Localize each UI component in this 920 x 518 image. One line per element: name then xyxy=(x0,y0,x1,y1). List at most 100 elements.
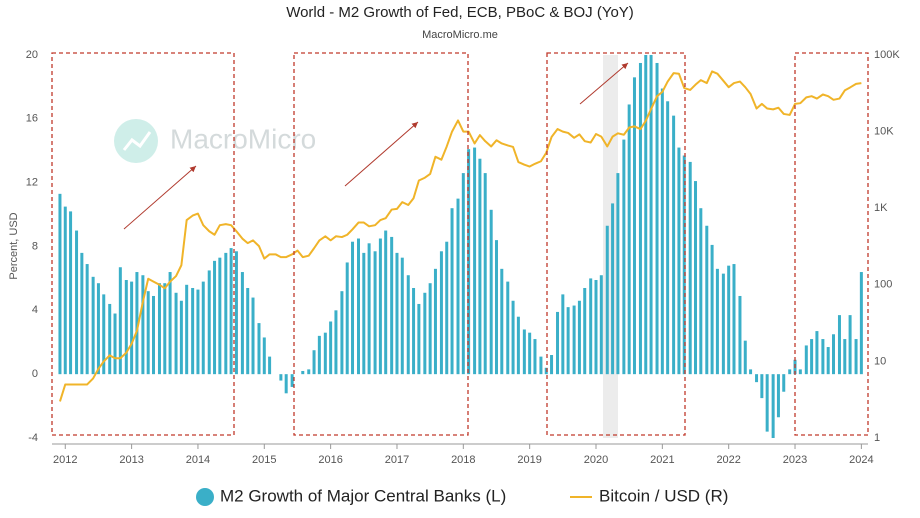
bar xyxy=(456,198,460,375)
y-tick-label: 8 xyxy=(32,240,38,252)
bar xyxy=(191,287,195,375)
bar xyxy=(710,244,714,375)
bar xyxy=(58,193,62,375)
bar xyxy=(859,272,863,375)
bar xyxy=(616,173,620,375)
bar xyxy=(85,264,89,375)
plot-area: -4 0 4 8 12 16 20 1 10 100 1K 10K 100K 2012 2013 2014 20… xyxy=(26,49,901,466)
bar xyxy=(672,115,676,375)
x-tick-label: 2015 xyxy=(252,454,276,466)
bar xyxy=(644,55,648,375)
line xyxy=(59,70,862,402)
bar xyxy=(738,295,742,375)
bar xyxy=(417,303,421,375)
bar xyxy=(782,374,786,392)
bar xyxy=(163,283,167,375)
bar xyxy=(655,62,659,375)
bar xyxy=(91,276,95,375)
y-tick-label: -4 xyxy=(28,432,38,444)
bar xyxy=(533,339,537,375)
bar xyxy=(433,268,437,375)
bar xyxy=(152,295,156,375)
bar xyxy=(412,287,416,375)
bar xyxy=(157,283,161,375)
bar xyxy=(317,335,321,375)
bar xyxy=(483,173,487,375)
bar xyxy=(461,173,465,375)
bar xyxy=(251,297,255,375)
bar xyxy=(627,104,631,375)
bar xyxy=(406,275,410,375)
bar xyxy=(566,307,570,375)
y-tick-label: 20 xyxy=(26,49,38,61)
bar xyxy=(113,313,117,375)
bar xyxy=(118,267,122,375)
y-tick-label: 4 xyxy=(32,304,38,316)
watermark: MacroMicro xyxy=(114,119,316,163)
bar xyxy=(478,158,482,375)
bar xyxy=(544,367,548,375)
bar xyxy=(832,334,836,375)
bar xyxy=(743,340,747,375)
bar xyxy=(473,147,477,375)
bar xyxy=(395,252,399,375)
x-tick-label: 2020 xyxy=(584,454,608,466)
bar xyxy=(732,264,736,375)
bar xyxy=(522,329,526,375)
bar xyxy=(146,291,150,375)
y-tick-label: 12 xyxy=(26,177,38,189)
bar xyxy=(75,230,79,375)
bar xyxy=(632,77,636,375)
y2-tick-label: 1K xyxy=(874,202,888,214)
bar xyxy=(257,323,261,375)
bar xyxy=(798,369,802,375)
bar xyxy=(699,208,703,375)
bar xyxy=(284,374,288,394)
bar xyxy=(390,236,394,375)
bar xyxy=(666,101,670,375)
bar xyxy=(135,272,139,375)
bar xyxy=(262,337,266,375)
bar xyxy=(439,251,443,375)
bar xyxy=(660,88,664,375)
bar xyxy=(776,374,780,418)
bar xyxy=(378,238,382,375)
bar xyxy=(185,284,189,375)
y2-tick-label: 10K xyxy=(874,126,894,138)
bar xyxy=(141,275,145,375)
y2-tick-label: 10 xyxy=(874,355,886,367)
x-tick-label: 2023 xyxy=(783,454,807,466)
y2-tick-label: 100 xyxy=(874,279,892,291)
bar xyxy=(373,251,377,375)
bar xyxy=(362,252,366,375)
x-tick-label: 2018 xyxy=(451,454,475,466)
y-axis-label: Percent, USD xyxy=(8,212,20,279)
bar xyxy=(516,316,520,375)
bar xyxy=(682,155,686,375)
bar xyxy=(622,139,626,375)
bar xyxy=(500,268,504,375)
bar xyxy=(290,374,294,387)
bar xyxy=(788,369,792,375)
bar xyxy=(760,374,764,399)
bar xyxy=(815,331,819,375)
bar xyxy=(489,209,493,375)
bar xyxy=(826,347,830,375)
bar xyxy=(445,241,449,375)
bar xyxy=(340,291,344,375)
bar xyxy=(240,272,244,375)
bar xyxy=(494,240,498,375)
bar xyxy=(367,243,371,375)
bar xyxy=(771,374,775,438)
bar xyxy=(810,339,814,375)
chart-title: World - M2 Growth of Fed, ECB, PBoC & BO… xyxy=(286,4,634,21)
bar xyxy=(351,241,355,375)
y-tick-label: 0 xyxy=(32,368,38,380)
bar xyxy=(196,289,200,375)
bar xyxy=(218,257,222,375)
bar xyxy=(207,270,211,375)
bar xyxy=(539,356,543,375)
bar xyxy=(334,310,338,375)
bar xyxy=(727,265,731,375)
bar xyxy=(611,203,615,375)
